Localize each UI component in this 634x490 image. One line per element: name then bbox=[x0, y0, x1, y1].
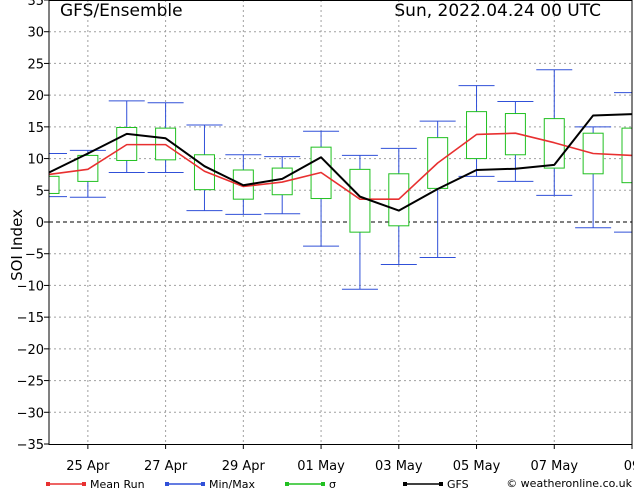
gfs-line bbox=[48, 113, 633, 212]
y-tick-label: −10 bbox=[17, 279, 44, 294]
y-tick-label: 15 bbox=[27, 121, 44, 136]
legend-marker-right bbox=[201, 482, 205, 486]
legend-item: GFS bbox=[403, 478, 469, 490]
ensemble-box bbox=[303, 130, 340, 247]
ensemble-boxes bbox=[48, 69, 633, 290]
y-tick-label: 30 bbox=[27, 26, 44, 41]
sigma-box bbox=[48, 175, 60, 194]
mean-run-line bbox=[48, 132, 633, 200]
sigma-box bbox=[349, 168, 371, 233]
legend-marker-left bbox=[285, 482, 289, 486]
legend: Mean Run Min/Max σ GFS bbox=[46, 478, 469, 490]
ensemble-box bbox=[497, 100, 534, 182]
x-tick-label: 25 Apr bbox=[66, 459, 110, 474]
legend-item: σ bbox=[285, 478, 336, 490]
credit-text: © weatheronline.co.uk bbox=[506, 477, 632, 490]
y-tick-label: −15 bbox=[17, 311, 44, 326]
x-tick-label: 01 May bbox=[297, 459, 345, 474]
sigma-box bbox=[77, 154, 99, 182]
y-tick-label: −20 bbox=[17, 343, 44, 358]
y-tick-label: −25 bbox=[17, 375, 44, 390]
series-lines bbox=[48, 113, 633, 212]
x-tick-label: 05 May bbox=[453, 459, 501, 474]
x-tick-label: 27 Apr bbox=[144, 459, 188, 474]
y-axis-ticks: −35 −30 −25 −20 −15 −10 −5 0 5 10 15 20 25 30 35 bbox=[17, 0, 49, 453]
ensemble-box bbox=[108, 100, 145, 174]
legend-label: σ bbox=[329, 478, 336, 490]
y-tick-label: 5 bbox=[36, 184, 44, 199]
grid bbox=[49, 0, 633, 444]
ensemble-box bbox=[69, 149, 106, 198]
ensemble-box bbox=[536, 69, 573, 196]
ensemble-box bbox=[264, 156, 301, 215]
ensemble-box bbox=[575, 126, 612, 229]
x-tick-label: 03 May bbox=[375, 459, 423, 474]
x-axis-ticks: 25 Apr 27 Apr 29 Apr 01 May 03 May 05 May 07 M… bbox=[66, 444, 634, 474]
legend-marker-right bbox=[321, 482, 325, 486]
legend-item: Min/Max bbox=[165, 478, 255, 490]
y-axis-label: SOI Index bbox=[8, 209, 26, 281]
legend-label: Mean Run bbox=[90, 478, 145, 490]
y-tick-label: −30 bbox=[17, 406, 44, 421]
y-tick-label: −35 bbox=[17, 438, 44, 453]
y-tick-label: 20 bbox=[27, 89, 44, 104]
y-tick-label: −5 bbox=[25, 248, 44, 263]
legend-label: Min/Max bbox=[209, 478, 255, 490]
run-label: Sun, 2022.04.24 00 UTC bbox=[394, 1, 601, 21]
legend-item: Mean Run bbox=[46, 478, 145, 490]
legend-marker-left bbox=[403, 482, 407, 486]
chart-title: GFS/Ensemble bbox=[60, 1, 183, 21]
ensemble-box bbox=[458, 85, 495, 177]
legend-marker-left bbox=[46, 482, 50, 486]
legend-label: GFS bbox=[447, 478, 469, 490]
y-tick-label: 35 bbox=[27, 0, 44, 9]
legend-marker-left bbox=[165, 482, 169, 486]
legend-marker-right bbox=[82, 482, 86, 486]
x-tick-label: 29 Apr bbox=[222, 459, 266, 474]
y-tick-label: 0 bbox=[36, 216, 44, 231]
y-tick-label: 10 bbox=[27, 153, 44, 168]
x-tick-label: 07 May bbox=[530, 459, 578, 474]
legend-marker-right bbox=[439, 482, 443, 486]
x-tick-label: 09 bbox=[624, 459, 634, 474]
ensemble-box bbox=[186, 124, 223, 212]
y-tick-label: 25 bbox=[27, 57, 44, 72]
